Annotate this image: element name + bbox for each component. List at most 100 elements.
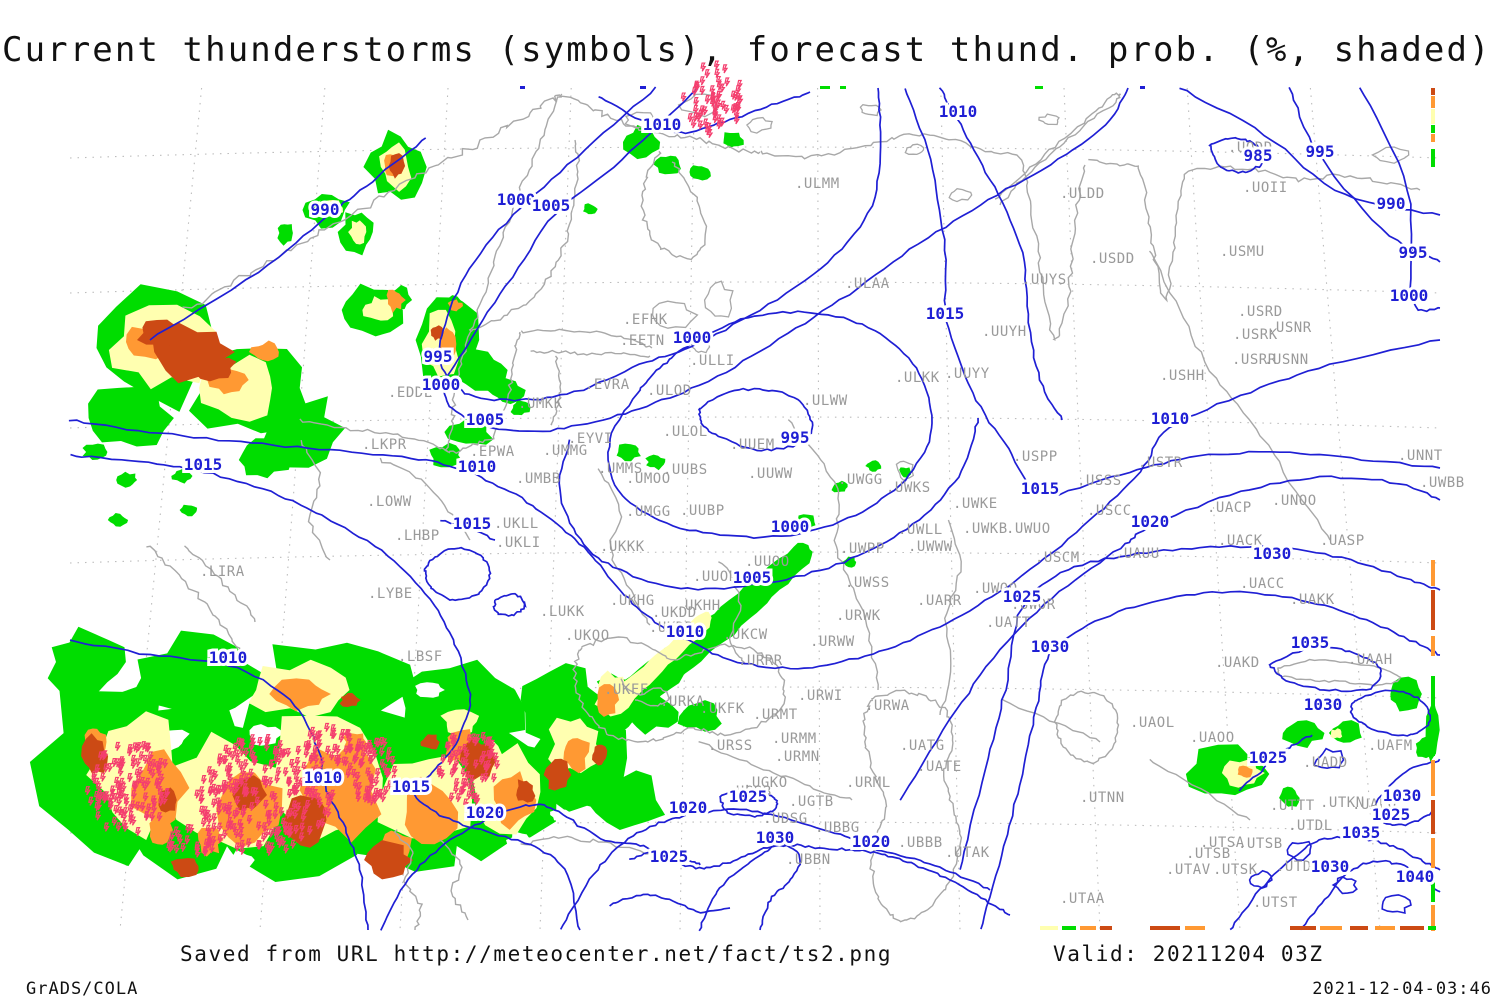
- thunderstorm-symbol: [239, 845, 246, 855]
- thunderstorm-symbol: [305, 742, 312, 752]
- station-label: .UAKD: [1215, 655, 1260, 671]
- thunderstorm-symbol: [161, 795, 168, 805]
- thunderstorm-symbol: [209, 844, 216, 854]
- thunderstorm-symbol: [480, 751, 487, 761]
- station-label: .UWOR: [1011, 597, 1056, 613]
- thunderstorm-symbol: [307, 825, 314, 836]
- thunderstorm-symbol: [115, 822, 122, 832]
- thunderstorm-symbol: [151, 797, 158, 808]
- thunderstorm-symbol: [702, 106, 709, 116]
- thunderstorm-symbol: [494, 760, 501, 770]
- thunderstorm-symbol: [211, 798, 218, 808]
- isobar-label: 985: [1244, 146, 1273, 165]
- station-label: .UAFM: [1368, 738, 1413, 754]
- thunderstorm-symbol: [103, 822, 110, 832]
- thunderstorm-symbol: [716, 114, 723, 124]
- thunderstorm-symbol: [456, 746, 463, 756]
- thunderstorm-symbol: [354, 771, 361, 782]
- thunderstorm-symbol: [285, 809, 292, 819]
- thunderstorm-symbol: [95, 795, 102, 805]
- thunderstorm-symbol: [143, 811, 151, 821]
- thunderstorm-symbol: [313, 754, 320, 764]
- thunderstorm-symbol: [707, 128, 714, 139]
- station-label: .UATG: [900, 738, 945, 754]
- station-label: .UUOO: [745, 554, 790, 570]
- isobar-label: 1020: [1131, 512, 1170, 531]
- thunderstorm-symbol: [234, 755, 241, 765]
- thunderstorm-symbol: [331, 729, 338, 740]
- thunderstorm-symbol: [387, 780, 394, 790]
- thunderstorm-symbol: [232, 742, 239, 752]
- isobar-label: 1015: [392, 777, 431, 796]
- station-label: .UWKS: [886, 480, 931, 496]
- thunderstorm-symbols: [84, 60, 744, 858]
- station-label: .UNNT: [1398, 448, 1443, 464]
- thunderstorm-symbol: [203, 838, 210, 848]
- thunderstorm-symbol: [450, 737, 457, 747]
- thunderstorm-symbol: [248, 768, 255, 778]
- saved-from-url-text: Saved from URL http://meteocenter.net/fa…: [180, 942, 893, 966]
- thunderstorm-symbol: [117, 806, 124, 816]
- station-label: .URWI: [798, 688, 843, 704]
- station-label: .UACP: [1207, 500, 1252, 516]
- isobar-label: 1035: [1342, 823, 1381, 842]
- thunderstorm-symbol: [146, 803, 153, 813]
- thunderstorm-symbol: [263, 799, 270, 809]
- station-label: .UUBP: [680, 503, 725, 519]
- thunderstorm-symbol: [132, 781, 139, 791]
- station-label: .EFHK: [623, 312, 668, 328]
- thunderstorm-symbol: [466, 780, 473, 790]
- thunderstorm-symbol: [293, 824, 300, 835]
- thunderstorm-symbol: [687, 113, 694, 123]
- map-edge-ticks: [520, 86, 1436, 931]
- thunderstorm-symbol: [346, 734, 353, 744]
- thunderstorm-symbol: [680, 92, 687, 102]
- thunderstorm-symbol: [227, 816, 234, 827]
- thunderstorm-symbol: [712, 102, 719, 112]
- thunderstorm-symbol: [226, 747, 233, 758]
- thunderstorm-symbol: [255, 840, 262, 850]
- station-label: .URKA: [660, 694, 705, 710]
- thunderstorm-symbol: [473, 796, 480, 806]
- thunderstorm-symbol: [223, 744, 230, 754]
- thunderstorm-symbol: [100, 772, 107, 782]
- thunderstorm-symbol: [699, 85, 706, 96]
- thunderstorm-symbol: [243, 747, 250, 757]
- thunderstorm-symbol: [317, 766, 324, 776]
- station-label: .ULOD: [647, 383, 692, 399]
- thunderstorm-symbol: [94, 764, 101, 774]
- thunderstorm-symbol: [352, 779, 359, 789]
- thunderstorm-symbol: [95, 811, 102, 821]
- thunderstorm-symbol: [280, 817, 287, 827]
- graticule-grid: [69, 87, 1441, 931]
- thunderstorm-symbol: [492, 752, 499, 762]
- isobar-label: 1025: [1003, 587, 1042, 606]
- thunderstorm-symbol: [207, 787, 214, 797]
- station-label: .URML: [846, 775, 891, 791]
- isobar-label: 995: [1399, 243, 1428, 262]
- thunderstorm-symbol: [709, 97, 716, 107]
- thunderstorm-symbol: [224, 765, 231, 775]
- station-label: .UTSB: [1238, 836, 1283, 852]
- station-label: .UOII: [1243, 180, 1288, 196]
- isobar-label: 1020: [466, 803, 505, 822]
- thunderstorm-symbol: [272, 748, 279, 758]
- isobar-label: 1000: [1390, 286, 1429, 305]
- station-label: .USRK: [1233, 327, 1278, 343]
- thunderstorm-symbol: [722, 64, 729, 74]
- thunderstorm-symbol: [321, 772, 328, 782]
- isobar-label: 1030: [756, 828, 795, 847]
- thunderstorm-symbol: [491, 773, 498, 783]
- thunderstorm-symbol: [127, 804, 134, 814]
- thunderstorm-symbol: [461, 743, 468, 753]
- station-label: .URWK: [836, 608, 881, 624]
- station-label: .USNR: [1267, 320, 1312, 336]
- thunderstorm-symbol: [315, 793, 322, 803]
- map-title: Current thunderstorms (symbols), forecas…: [2, 30, 1492, 70]
- station-label: .UUYS: [1022, 272, 1067, 288]
- station-label: .EDDL: [388, 385, 433, 401]
- station-label: .UAUU: [1115, 546, 1160, 562]
- station-label: .ULWW: [803, 393, 848, 409]
- thunderstorm-symbol: [379, 759, 386, 769]
